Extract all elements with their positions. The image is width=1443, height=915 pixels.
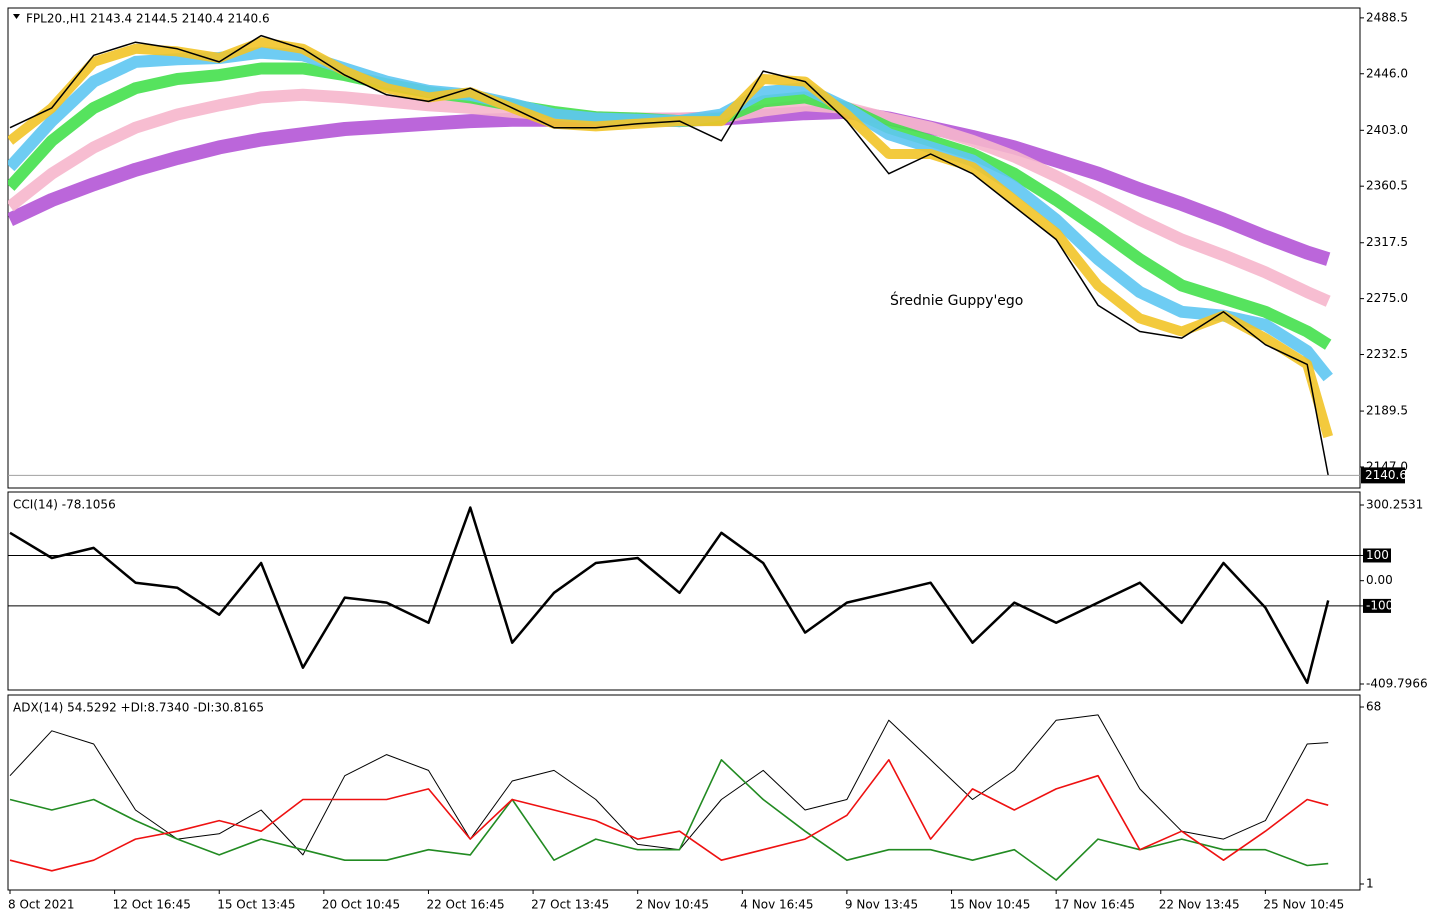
y-tick-label: 100 bbox=[1366, 548, 1389, 562]
y-tick-label: 0.00 bbox=[1366, 573, 1393, 587]
series-line bbox=[9, 506, 1330, 685]
level-label-box bbox=[1363, 598, 1391, 613]
plot bbox=[8, 34, 1334, 476]
x-tick-label: 25 Nov 10:45 bbox=[1263, 898, 1344, 912]
y-tick-label: 2189.5 bbox=[1366, 404, 1408, 418]
x-tick-label: 20 Oct 10:45 bbox=[322, 898, 400, 912]
panel-title: CCI(14) -78.1056 bbox=[13, 498, 116, 512]
x-tick-label: 17 Nov 16:45 bbox=[1054, 898, 1135, 912]
y-tick-label: 2275.0 bbox=[1366, 291, 1408, 305]
x-tick-label: 9 Nov 13:45 bbox=[845, 898, 918, 912]
y-tick-label: 2403.0 bbox=[1366, 123, 1408, 137]
panel-frame bbox=[7, 491, 1361, 691]
x-tick-label: 2 Nov 10:45 bbox=[636, 898, 709, 912]
x-tick-label: 22 Oct 16:45 bbox=[426, 898, 504, 912]
panel-title: ADX(14) 54.5292 +DI:8.7340 -DI:30.8165 bbox=[13, 701, 264, 715]
y-tick-label: 2232.5 bbox=[1366, 347, 1408, 361]
y-tick-label: -409.7966 bbox=[1366, 677, 1428, 691]
y-tick-label: 68 bbox=[1366, 700, 1381, 714]
series-line bbox=[9, 759, 1329, 881]
y-tick-label: 2488.5 bbox=[1366, 10, 1408, 24]
last-price-label: 2140.6 bbox=[1365, 468, 1407, 482]
plot bbox=[8, 506, 1360, 685]
y-tick-label: 2317.5 bbox=[1366, 235, 1408, 249]
panel-frame bbox=[7, 7, 1361, 489]
y-tick-label: -100 bbox=[1366, 598, 1393, 612]
level-label-box bbox=[1363, 548, 1391, 563]
x-tick-label: 12 Oct 16:45 bbox=[113, 898, 191, 912]
x-tick-label: 27 Oct 13:45 bbox=[531, 898, 609, 912]
chart-title: FPL20.,H1 2143.4 2144.5 2140.4 2140.6 bbox=[26, 12, 270, 26]
y-tick-label: 2360.5 bbox=[1366, 179, 1408, 193]
x-tick-label: 15 Nov 10:45 bbox=[950, 898, 1031, 912]
y-tick-label: 1 bbox=[1366, 877, 1374, 891]
x-tick-label: 8 Oct 2021 bbox=[8, 898, 75, 912]
series-line bbox=[9, 759, 1329, 872]
x-tick-label: 4 Nov 16:45 bbox=[740, 898, 813, 912]
x-tick-label: 22 Nov 13:45 bbox=[1159, 898, 1240, 912]
plot bbox=[9, 714, 1329, 881]
y-tick-label: 300.2531 bbox=[1366, 498, 1423, 512]
series-line bbox=[9, 34, 1329, 476]
y-tick-label: 2446.0 bbox=[1366, 66, 1408, 80]
panel-frame bbox=[7, 694, 1361, 891]
annotation: Średnie Guppy'ego bbox=[890, 291, 1023, 309]
last-price-box bbox=[1361, 467, 1405, 484]
x-tick-label: 15 Oct 13:45 bbox=[217, 898, 295, 912]
menu-triangle bbox=[13, 14, 20, 19]
